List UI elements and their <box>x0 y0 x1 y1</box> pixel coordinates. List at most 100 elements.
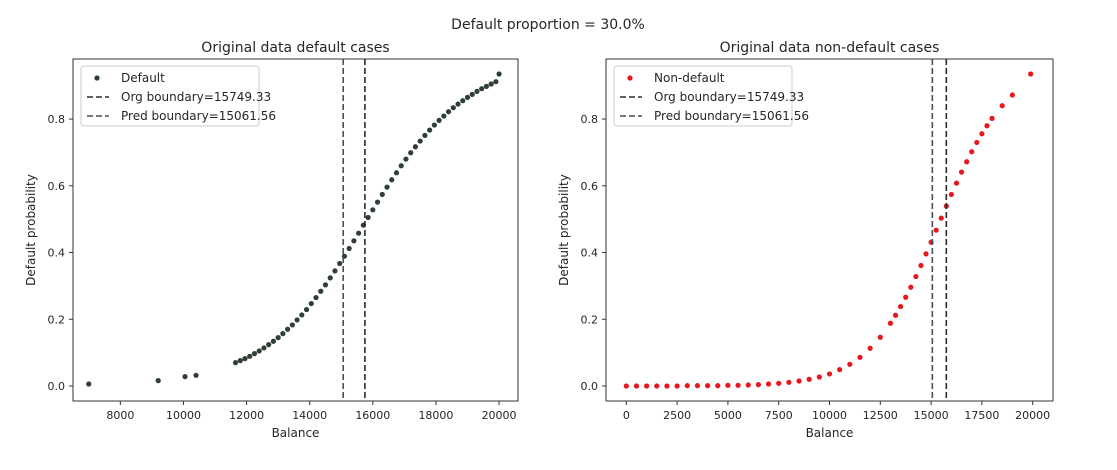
data-point <box>633 383 640 389</box>
data-point <box>984 123 990 129</box>
data-point <box>796 378 802 384</box>
data-point <box>370 207 376 213</box>
data-point <box>318 288 324 294</box>
data-point <box>393 170 400 176</box>
data-point <box>412 144 419 150</box>
data-point <box>704 383 711 389</box>
x-tick-label: 10000 <box>812 409 847 422</box>
data-point <box>403 156 409 162</box>
data-point <box>445 109 452 115</box>
data-point <box>715 383 721 389</box>
data-point <box>755 382 761 388</box>
data-point <box>275 335 281 341</box>
y-tick-label: 0.2 <box>48 313 66 326</box>
data-point <box>735 382 741 388</box>
data-point <box>979 131 985 137</box>
data-point <box>479 86 485 92</box>
data-point <box>725 382 731 388</box>
data-point <box>237 358 243 364</box>
data-point <box>441 113 447 119</box>
data-point <box>674 383 680 389</box>
data-point <box>887 320 894 326</box>
y-tick-label: 0.8 <box>581 113 599 126</box>
y-tick-label: 0.6 <box>48 180 66 193</box>
data-point <box>474 88 480 94</box>
x-tick-label: 8000 <box>106 409 134 422</box>
data-point <box>427 127 433 133</box>
data-point <box>356 230 362 236</box>
y-axis-label: Default probability <box>557 174 571 286</box>
x-tick-label: 14000 <box>292 409 327 422</box>
data-point <box>1028 71 1034 77</box>
data-point <box>327 275 333 281</box>
y-tick-label: 0.0 <box>581 380 599 393</box>
data-point <box>989 115 995 121</box>
data-point <box>913 273 919 280</box>
data-point <box>374 199 381 205</box>
legend-box <box>613 65 793 127</box>
data-point <box>232 360 239 366</box>
data-point <box>837 367 843 373</box>
data-point <box>933 227 939 233</box>
data-point <box>408 150 414 156</box>
data-point <box>496 71 502 77</box>
y-tick-label: 0.8 <box>48 113 66 126</box>
y-tick-label: 0.4 <box>581 247 599 260</box>
data-point <box>488 81 494 87</box>
data-point <box>455 101 461 107</box>
data-point <box>938 215 944 221</box>
data-point <box>389 177 395 183</box>
legend-label: Pred boundary=15061.56 <box>654 109 809 123</box>
data-point <box>745 382 751 388</box>
data-point <box>493 79 499 85</box>
data-point <box>294 317 300 323</box>
data-point <box>969 149 975 155</box>
data-point <box>155 378 161 384</box>
data-point <box>450 105 456 111</box>
legend-label: Org boundary=15749.33 <box>121 90 271 104</box>
data-point <box>464 94 471 100</box>
data-point <box>351 238 357 244</box>
x-axis-label: Balance <box>272 426 320 440</box>
data-point <box>242 356 248 362</box>
data-point <box>903 294 909 300</box>
x-tick-label: 18000 <box>418 409 453 422</box>
data-point <box>964 159 970 165</box>
y-tick-label: 0.4 <box>48 247 66 260</box>
data-point <box>346 245 352 252</box>
data-point <box>898 303 904 310</box>
x-tick-label: 17500 <box>964 409 999 422</box>
series-1 <box>86 71 502 387</box>
x-axis-label: Balance <box>806 426 854 440</box>
data-point <box>313 294 319 301</box>
y-tick-label: 0.2 <box>581 313 599 326</box>
data-point <box>974 139 980 146</box>
data-point <box>908 284 914 290</box>
data-point <box>694 383 701 389</box>
subplot-1: Original data default cases 8000 10000 1200… <box>24 40 519 440</box>
data-point <box>664 383 670 389</box>
data-point <box>86 381 92 387</box>
data-point <box>299 312 305 318</box>
data-point <box>365 214 371 221</box>
data-point <box>308 300 314 307</box>
data-point <box>332 268 338 274</box>
legend: Default Org boundary=15749.33 Pred boundar… <box>80 65 276 127</box>
x-tick-label: 7500 <box>765 409 793 422</box>
data-point <box>867 345 873 351</box>
data-point <box>806 376 812 382</box>
subplot-title: Original data non-default cases <box>720 40 940 56</box>
data-point <box>289 322 295 328</box>
data-point <box>379 191 385 198</box>
y-tick-label: 0.0 <box>48 380 66 393</box>
data-point <box>417 138 423 144</box>
y-axis-label: Default probability <box>24 174 38 286</box>
data-point <box>436 117 442 123</box>
figure-suptitle: Default proportion = 30.0% <box>451 17 645 33</box>
data-point <box>786 379 792 385</box>
subplot-2: Original data non-default cases 0 2500 5000… <box>557 40 1054 440</box>
data-point <box>948 191 955 198</box>
data-point <box>918 262 924 269</box>
legend-marker <box>627 75 633 81</box>
